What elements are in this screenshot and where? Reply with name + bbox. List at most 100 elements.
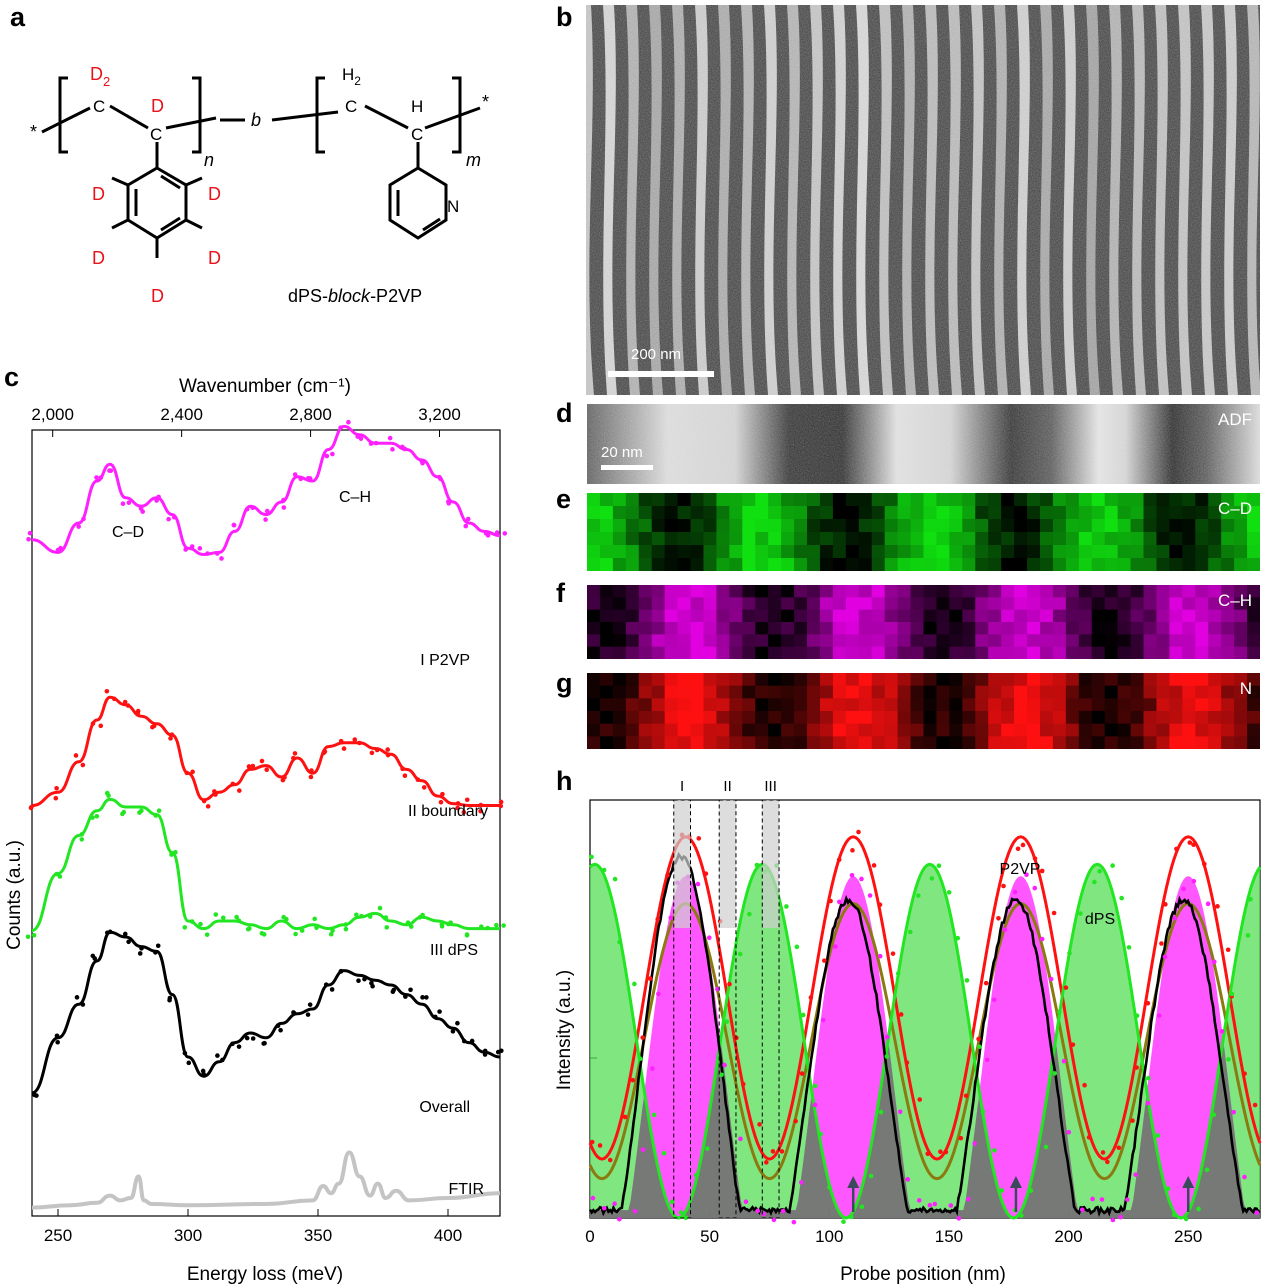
data-point <box>632 1208 638 1214</box>
map-pixel <box>1208 545 1222 559</box>
map-pixel <box>625 622 640 635</box>
map-pixel <box>729 609 743 623</box>
map-pixel <box>858 493 873 507</box>
map-pixel <box>1104 532 1119 546</box>
map-pixel <box>768 545 782 559</box>
map-pixel <box>1027 673 1041 687</box>
map-pixel <box>819 698 834 712</box>
map-pixel <box>781 545 795 559</box>
map-pixel <box>781 532 795 546</box>
data-point <box>1119 895 1124 901</box>
data-point <box>291 1010 296 1015</box>
map-pixel <box>1039 585 1054 598</box>
map-pixel <box>742 558 756 571</box>
map-pixel <box>897 723 912 737</box>
data-point <box>1146 1075 1151 1081</box>
map-pixel <box>703 545 718 559</box>
data-point <box>357 740 362 746</box>
map-pixel <box>807 532 821 546</box>
data-point <box>405 920 411 925</box>
map-pixel <box>936 558 950 571</box>
map-pixel <box>884 585 899 598</box>
map-pixel <box>729 685 743 699</box>
map-pixel <box>599 646 614 659</box>
map-pixel <box>1156 634 1171 648</box>
map-pixel <box>651 646 666 659</box>
data-point <box>402 773 408 779</box>
map-pixel <box>832 711 847 725</box>
map-pixel <box>858 597 873 611</box>
map-pixel <box>1182 558 1196 571</box>
map-pixel <box>1130 558 1145 571</box>
data-point <box>250 505 255 511</box>
map-pixel <box>936 506 950 520</box>
map-pixel <box>1221 532 1235 546</box>
map-pixel <box>1247 532 1260 546</box>
map-pixel <box>884 506 899 520</box>
arrow-head <box>847 1176 860 1188</box>
carbon-2: C <box>150 125 162 144</box>
data-point <box>354 912 359 918</box>
map-pixel <box>768 711 782 725</box>
data-point <box>848 1214 854 1220</box>
map-pixel <box>755 506 769 520</box>
h-label: H <box>411 97 423 116</box>
map-pixel <box>1104 646 1119 659</box>
map-pixel <box>1014 646 1028 659</box>
map-pixel <box>845 685 860 699</box>
map-pixel <box>703 634 718 648</box>
map-pixel <box>690 585 705 598</box>
dps-fill <box>590 864 1260 1218</box>
data-point <box>126 939 131 945</box>
map-pixel <box>755 597 769 611</box>
map-pixel <box>1078 673 1093 687</box>
map-pixel <box>1221 634 1235 648</box>
data-point <box>1057 1009 1062 1015</box>
map-pixel <box>651 609 666 623</box>
map-pixel <box>1014 597 1028 611</box>
map-pixel <box>1001 634 1015 648</box>
map-pixel <box>1014 736 1028 749</box>
map-pixel <box>949 506 963 520</box>
data-point <box>827 1184 832 1190</box>
data-point <box>640 1147 646 1152</box>
map-pixel <box>1052 545 1067 559</box>
map-pixel <box>871 711 886 725</box>
map-pixel <box>1156 493 1171 507</box>
map-pixel <box>729 736 743 749</box>
data-point <box>822 958 827 963</box>
data-point <box>385 747 390 752</box>
n-map-label: N <box>1239 679 1252 698</box>
map-pixel <box>845 736 860 749</box>
map-pixel <box>1182 634 1196 648</box>
map-pixel <box>845 634 860 648</box>
map-pixel <box>703 609 718 623</box>
map-pixel <box>768 622 782 635</box>
map-pixel <box>716 519 730 533</box>
map-pixel <box>910 723 925 737</box>
data-point <box>230 1041 235 1047</box>
map-pixel <box>1078 545 1093 559</box>
series-line-4 <box>31 1150 501 1210</box>
data-point <box>877 953 883 959</box>
map-pixel <box>975 519 989 533</box>
map-pixel <box>1052 519 1067 533</box>
data-point <box>169 852 174 857</box>
map-pixel <box>1182 622 1196 635</box>
map-pixel <box>1027 545 1041 559</box>
map-pixel <box>1052 723 1067 737</box>
map-pixel <box>807 545 821 559</box>
data-point <box>74 995 80 1000</box>
data-point <box>278 1027 283 1033</box>
ch-map-label: C–H <box>1217 591 1252 610</box>
data-point <box>1110 1217 1116 1223</box>
map-pixel <box>949 493 963 507</box>
data-point <box>169 732 175 737</box>
data-point <box>696 836 702 841</box>
data-point <box>420 912 425 918</box>
map-pixel <box>1091 558 1106 571</box>
map-pixel <box>949 545 963 559</box>
map-pixel <box>1014 519 1028 533</box>
map-pixel <box>884 673 899 687</box>
map-pixel <box>1221 723 1235 737</box>
